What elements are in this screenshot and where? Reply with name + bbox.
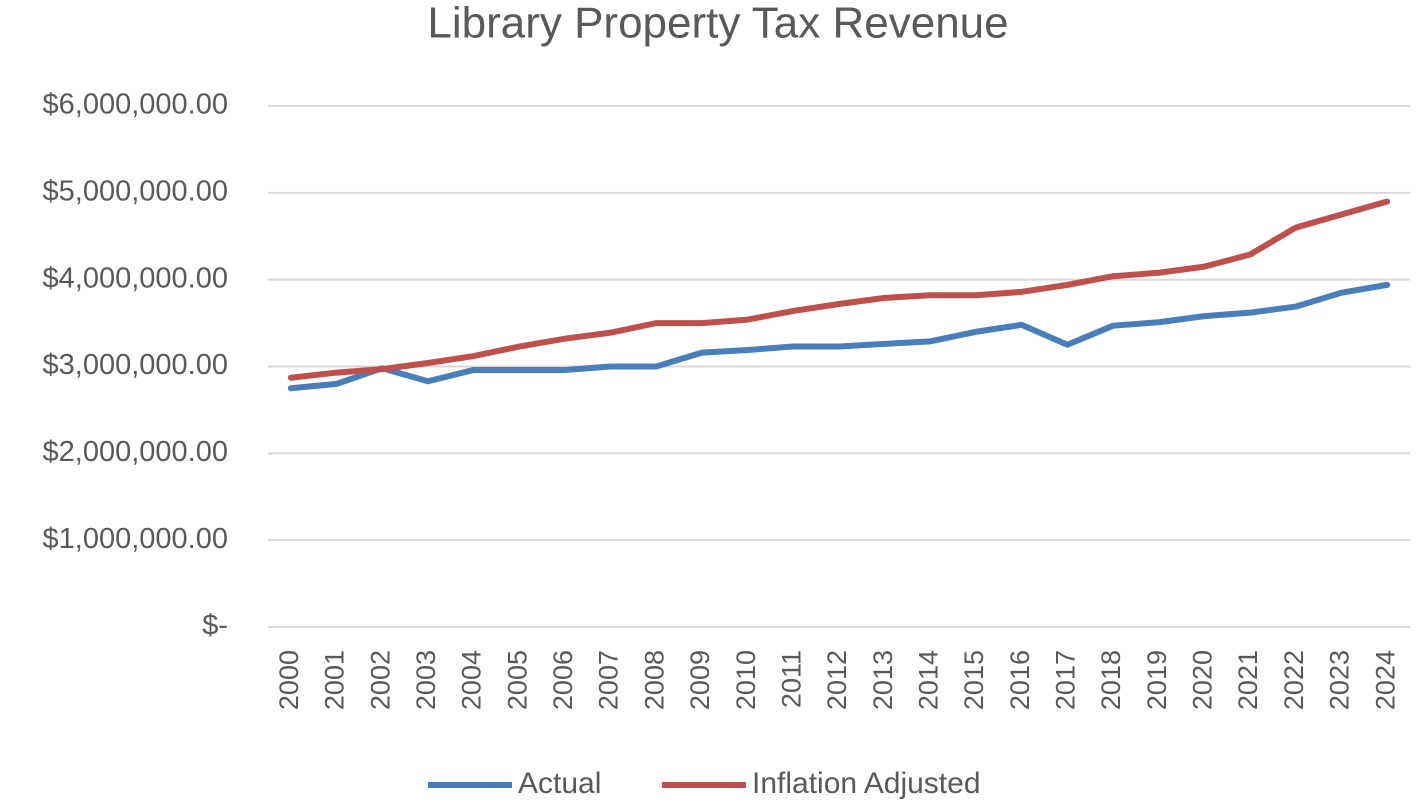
x-tick-label: 2009: [685, 650, 715, 710]
line-series: [287, 281, 1391, 392]
x-tick-label: 2020: [1188, 650, 1218, 710]
x-tick-label: 2008: [639, 650, 669, 710]
x-tick-label: 2018: [1096, 650, 1126, 710]
y-tick-label: $5,000,000.00: [43, 175, 228, 207]
x-tick-label: 2006: [548, 650, 578, 710]
y-tick-label: $1,000,000.00: [43, 523, 228, 555]
y-tick-label: $4,000,000.00: [43, 262, 228, 294]
x-tick-label: 2022: [1279, 650, 1309, 710]
legend-label: Actual: [518, 767, 601, 800]
x-tick-label: 2011: [776, 650, 806, 708]
y-tick-label: $2,000,000.00: [43, 436, 228, 468]
x-tick-label: 2015: [959, 650, 989, 710]
line-series: [287, 198, 1391, 381]
x-tick-label: 2004: [457, 650, 487, 710]
x-tick-label: 2012: [822, 650, 852, 710]
x-tick-label: 2003: [411, 650, 441, 710]
x-tick-label: 2021: [1233, 650, 1263, 710]
x-tick-label: 2000: [274, 650, 304, 710]
x-tick-label: 2013: [868, 650, 898, 710]
x-tick-label: 2024: [1370, 650, 1400, 710]
x-tick-label: 2017: [1051, 650, 1081, 710]
chart-title: Library Property Tax Revenue: [427, 0, 1008, 48]
x-tick-label: 2005: [502, 650, 532, 710]
x-tick-label: 2023: [1325, 650, 1355, 710]
legend-label: Inflation Adjusted: [752, 767, 981, 800]
y-tick-label: $6,000,000.00: [43, 89, 228, 121]
x-tick-label: 2010: [731, 650, 761, 710]
y-tick-label: $-: [202, 610, 228, 642]
x-tick-label: 2014: [913, 650, 943, 710]
x-tick-label: 2016: [1005, 650, 1035, 710]
y-tick-label: $3,000,000.00: [43, 349, 228, 381]
x-tick-label: 2002: [365, 650, 395, 710]
x-tick-label: 2019: [1142, 650, 1172, 710]
x-tick-label: 2007: [594, 650, 624, 710]
x-tick-label: 2001: [320, 650, 350, 710]
